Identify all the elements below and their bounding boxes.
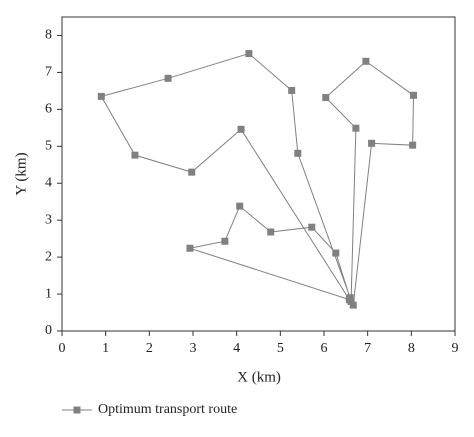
y-tick-label: 0	[45, 323, 52, 338]
y-tick-label: 3	[45, 212, 52, 227]
x-tick-label: 0	[59, 341, 66, 356]
route-point	[362, 57, 370, 65]
route-point	[267, 228, 275, 236]
x-tick-label: 5	[277, 341, 284, 356]
x-tick-label: 4	[233, 341, 240, 356]
y-axis-label: Y (km)	[13, 152, 29, 195]
route-point	[245, 50, 253, 58]
route-point	[131, 151, 139, 159]
route-point	[322, 94, 330, 102]
x-tick-label: 7	[364, 341, 371, 356]
route-point	[294, 149, 302, 157]
x-axis-label: X (km)	[237, 369, 281, 385]
legend-label: Optimum transport route	[98, 402, 237, 417]
route-point	[349, 301, 357, 309]
x-tick-label: 8	[408, 341, 415, 356]
y-tick-label: 2	[45, 249, 52, 264]
route-point	[221, 237, 229, 245]
route-point	[288, 87, 296, 95]
x-tick-label: 6	[321, 341, 328, 356]
x-tick-label: 9	[452, 341, 459, 356]
route-point	[332, 249, 340, 257]
y-tick-label: 8	[45, 28, 52, 43]
y-tick-label: 4	[45, 175, 52, 190]
x-tick-label: 3	[190, 341, 197, 356]
x-tick-label: 2	[146, 341, 153, 356]
route-point	[409, 141, 417, 149]
route-point	[352, 124, 360, 132]
route-point	[97, 92, 105, 100]
route-point	[237, 125, 245, 133]
y-tick-label: 5	[45, 139, 52, 154]
route-point	[236, 202, 244, 210]
plot-frame	[61, 16, 456, 332]
y-tick-label: 1	[45, 286, 52, 301]
route-point	[347, 297, 355, 305]
legend-marker	[73, 406, 81, 414]
route-point	[188, 168, 196, 176]
route-point	[186, 244, 194, 252]
y-tick-label: 7	[45, 65, 52, 80]
y-tick-label: 6	[45, 102, 52, 117]
route-line	[100, 53, 415, 306]
route-point	[164, 74, 172, 82]
x-tick-label: 1	[102, 341, 109, 356]
route-point	[410, 91, 418, 99]
route-point	[368, 139, 376, 147]
route-point	[308, 223, 316, 231]
